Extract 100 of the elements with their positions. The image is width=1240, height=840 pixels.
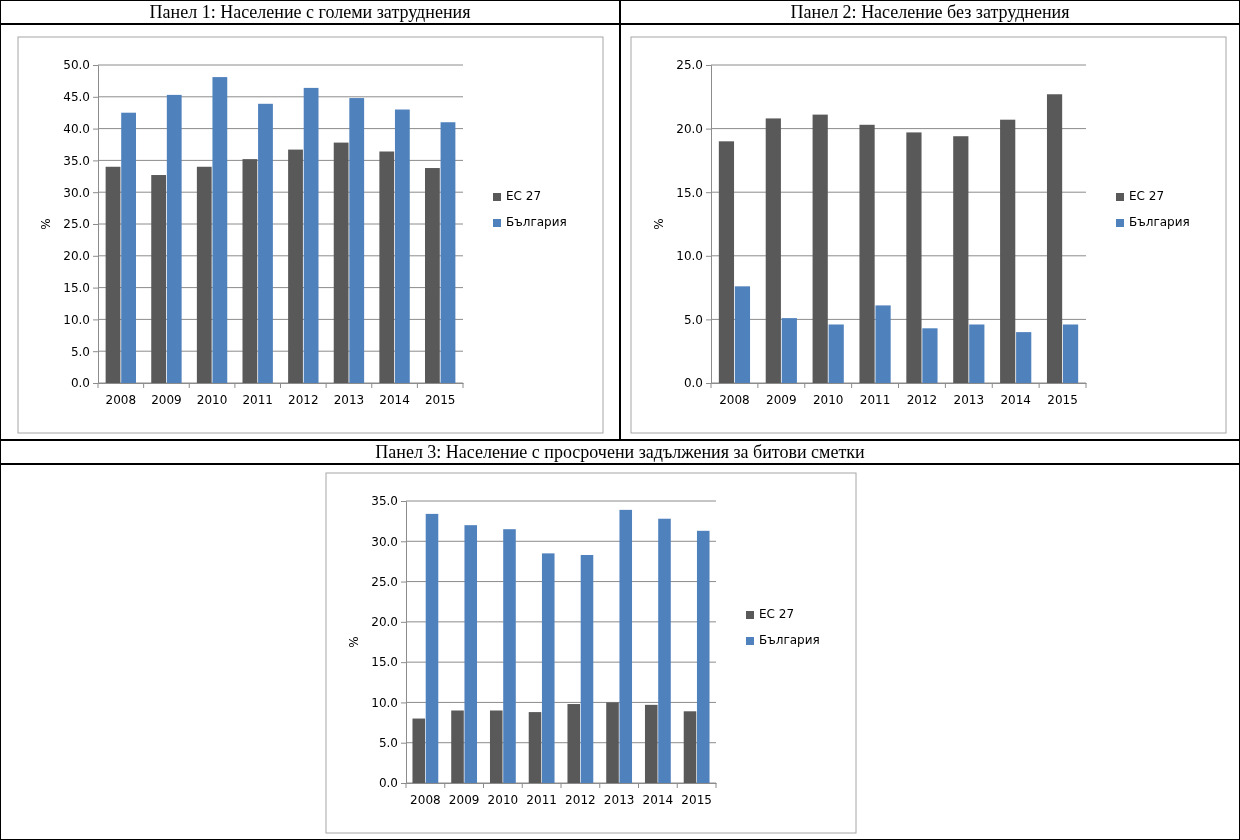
bar: [451, 710, 464, 783]
y-tick-label: 10.0: [371, 695, 398, 710]
x-tick-label: 2014: [642, 792, 674, 807]
y-tick-label: 50.0: [63, 58, 90, 73]
x-tick-label: 2008: [410, 792, 441, 807]
bar: [379, 151, 395, 383]
y-tick-label: 20.0: [371, 615, 398, 630]
bar: [303, 87, 319, 383]
bar: [781, 318, 797, 383]
bar: [606, 702, 619, 783]
bar: [288, 149, 303, 383]
bar: [503, 529, 516, 783]
bar: [828, 324, 844, 383]
bar: [1000, 119, 1016, 383]
bar: [105, 166, 121, 383]
y-tick-label: 5.0: [683, 312, 703, 327]
bar: [812, 114, 828, 383]
bar: [166, 94, 182, 383]
bar: [1046, 94, 1063, 383]
bar: [121, 112, 136, 383]
bar: [922, 328, 938, 383]
y-tick-label: 40.0: [63, 121, 90, 136]
x-tick-label: 2008: [105, 392, 137, 407]
bar: [1062, 324, 1079, 383]
legend-label: ЕС 27: [759, 607, 795, 621]
x-tick-label: 2010: [487, 792, 519, 807]
bar: [242, 159, 258, 383]
bar: [644, 704, 658, 783]
x-tick-label: 2015: [1047, 392, 1078, 407]
y-tick-label: 15.0: [371, 655, 398, 670]
x-tick-label: 2015: [424, 392, 456, 407]
chart-title: Панел 1: Население с големи затруднения: [0, 0, 620, 24]
bar: [875, 305, 891, 383]
x-tick-label: 2013: [953, 392, 985, 407]
x-tick-label: 2009: [448, 792, 480, 807]
y-tick-label: 45.0: [63, 90, 90, 105]
bar: [412, 718, 426, 783]
bar: [567, 704, 581, 783]
legend-label: ЕС 27: [1129, 189, 1165, 203]
bar: [734, 286, 751, 383]
y-tick-label: 5.0: [378, 736, 398, 751]
bar: [969, 324, 985, 383]
x-tick-label: 2012: [906, 392, 938, 407]
y-tick-label: 25.0: [371, 574, 398, 589]
y-tick-label: 0.0: [70, 376, 90, 391]
bar: [658, 518, 671, 783]
y-tick-label: 0.0: [683, 376, 703, 391]
legend-label: България: [759, 633, 820, 647]
y-tick-label: 30.0: [63, 185, 90, 200]
x-tick-label: 2013: [603, 792, 635, 807]
bar: [489, 710, 503, 783]
bar: [619, 509, 633, 783]
bar: [425, 168, 440, 383]
bar: [953, 136, 969, 383]
x-tick-label: 2013: [333, 392, 365, 407]
bar: [425, 513, 439, 783]
bar: [196, 166, 212, 383]
legend-label: България: [506, 215, 567, 229]
bar: [696, 530, 710, 783]
bar: [464, 525, 478, 783]
bar: [859, 124, 875, 383]
y-tick-label: 0.0: [378, 776, 398, 791]
bar: [1016, 332, 1032, 383]
y-tick-label: 15.0: [676, 185, 703, 200]
x-tick-label: 2012: [565, 792, 596, 807]
x-tick-label: 2008: [719, 392, 750, 407]
bar: [151, 175, 167, 383]
x-tick-label: 2015: [681, 792, 712, 807]
bar: [258, 103, 273, 383]
legend-label: ЕС 27: [506, 189, 542, 203]
y-tick-label: 35.0: [371, 494, 398, 509]
bar: [349, 98, 365, 383]
x-tick-label: 2014: [1000, 392, 1031, 407]
bar: [906, 132, 922, 383]
x-tick-label: 2011: [859, 392, 891, 407]
chart-title: Панел 3: Население с просрочени задължения за битови сметки: [0, 440, 1240, 464]
y-axis-title: %: [39, 218, 53, 230]
bar: [541, 553, 555, 783]
y-tick-label: 30.0: [371, 534, 398, 549]
y-tick-label: 20.0: [676, 121, 703, 136]
bar: [333, 142, 349, 383]
x-tick-label: 2010: [196, 392, 228, 407]
y-tick-label: 25.0: [63, 217, 90, 232]
x-tick-label: 2014: [379, 392, 410, 407]
y-axis-title: %: [347, 636, 361, 648]
bar: [718, 141, 735, 383]
bar: [440, 122, 456, 383]
y-tick-label: 5.0: [70, 344, 90, 359]
y-axis-title: %: [652, 218, 666, 230]
x-tick-label: 2009: [766, 392, 797, 407]
x-tick-label: 2011: [242, 392, 273, 407]
bar: [765, 118, 781, 383]
x-tick-label: 2009: [151, 392, 182, 407]
bar: [212, 77, 228, 383]
y-tick-label: 20.0: [63, 249, 90, 264]
x-tick-label: 2012: [288, 392, 319, 407]
bar: [683, 711, 697, 783]
y-tick-label: 35.0: [63, 153, 90, 168]
legend-label: България: [1129, 215, 1190, 229]
x-tick-label: 2011: [526, 792, 557, 807]
